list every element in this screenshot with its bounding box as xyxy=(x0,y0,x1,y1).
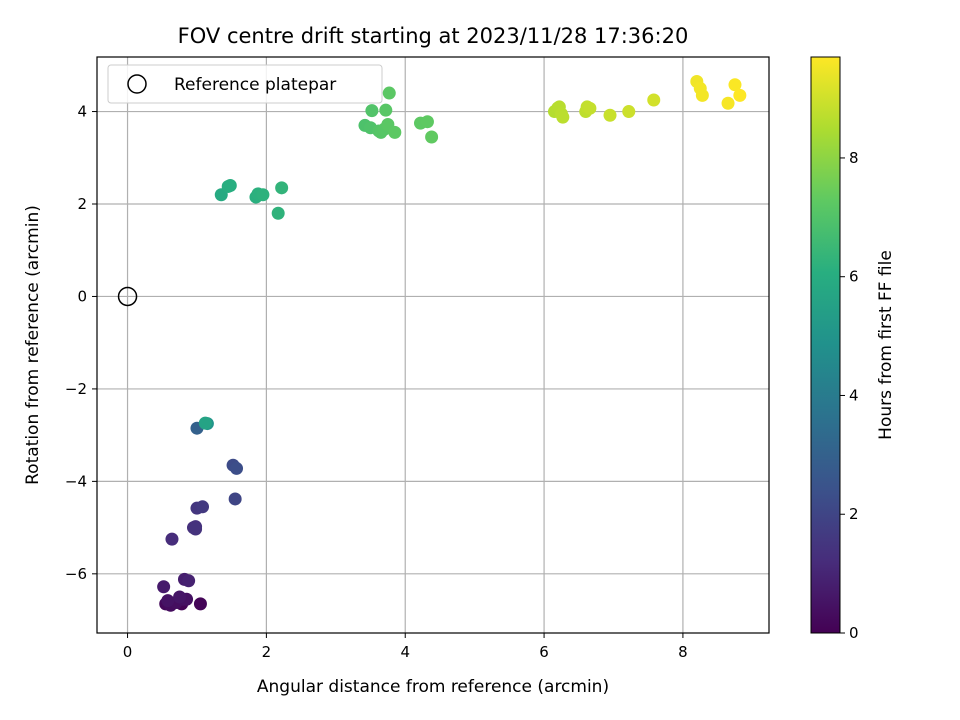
y-tick-label: −6 xyxy=(65,565,87,583)
x-tick-label: 4 xyxy=(400,643,410,661)
x-tick-label: 2 xyxy=(262,643,272,661)
data-point xyxy=(425,130,439,144)
data-point xyxy=(647,93,661,107)
y-axis-label: Rotation from reference (arcmin) xyxy=(23,205,43,485)
data-point xyxy=(189,522,203,536)
colorbar-tick-label: 2 xyxy=(849,505,859,523)
data-points xyxy=(157,75,747,612)
y-tick-label: −4 xyxy=(65,472,87,490)
colorbar: 0 2 4 6 8 Hours from first FF file xyxy=(810,56,896,642)
y-axis-ticks: −6 −4 −2 0 2 4 xyxy=(65,103,97,583)
data-point xyxy=(230,461,244,475)
data-point xyxy=(173,590,187,604)
data-point xyxy=(721,96,735,110)
data-point xyxy=(556,110,570,124)
data-point xyxy=(198,416,212,430)
data-point xyxy=(271,206,285,220)
data-point xyxy=(622,105,636,119)
legend-box xyxy=(107,64,383,104)
legend: Reference platepar xyxy=(107,64,383,104)
x-tick-label: 8 xyxy=(678,643,688,661)
y-tick-label: 0 xyxy=(77,287,87,305)
data-point xyxy=(161,594,175,608)
data-point xyxy=(388,125,402,139)
data-point xyxy=(420,115,434,129)
data-point xyxy=(256,188,270,202)
legend-entry-reference: Reference platepar xyxy=(174,75,336,95)
data-point xyxy=(733,88,747,102)
data-point xyxy=(157,580,171,594)
data-point xyxy=(382,86,396,100)
grid-lines xyxy=(97,57,769,633)
x-tick-label: 6 xyxy=(539,643,549,661)
colorbar-gradient xyxy=(810,56,841,634)
x-axis-ticks: 0 2 4 6 8 xyxy=(123,633,688,661)
x-axis-label: Angular distance from reference (arcmin) xyxy=(257,677,609,697)
x-tick-label: 0 xyxy=(123,643,133,661)
colorbar-tick-label: 0 xyxy=(849,624,859,642)
data-point xyxy=(275,181,289,195)
colorbar-tick-label: 8 xyxy=(849,149,859,167)
data-point xyxy=(165,532,179,546)
data-point xyxy=(583,101,597,115)
legend-marker xyxy=(127,74,147,94)
data-point xyxy=(695,88,709,102)
reference-platepar-marker xyxy=(117,286,138,307)
data-point xyxy=(228,492,242,506)
colorbar-ticks: 0 2 4 6 8 xyxy=(840,149,859,642)
data-point xyxy=(196,500,210,514)
chart-title: FOV centre drift starting at 2023/11/28 … xyxy=(178,24,689,48)
data-point xyxy=(193,597,207,611)
y-tick-label: −2 xyxy=(65,380,87,398)
colorbar-label: Hours from first FF file xyxy=(876,250,896,440)
plot-frame xyxy=(96,56,770,634)
data-point xyxy=(223,179,237,193)
colorbar-tick-label: 4 xyxy=(849,386,859,404)
colorbar-tick-label: 6 xyxy=(849,268,859,286)
y-tick-label: 2 xyxy=(77,195,87,213)
data-point xyxy=(365,104,379,118)
data-point xyxy=(182,574,196,588)
data-point xyxy=(603,108,617,122)
data-point xyxy=(379,103,393,117)
data-point xyxy=(728,78,742,92)
y-tick-label: 4 xyxy=(77,103,87,121)
